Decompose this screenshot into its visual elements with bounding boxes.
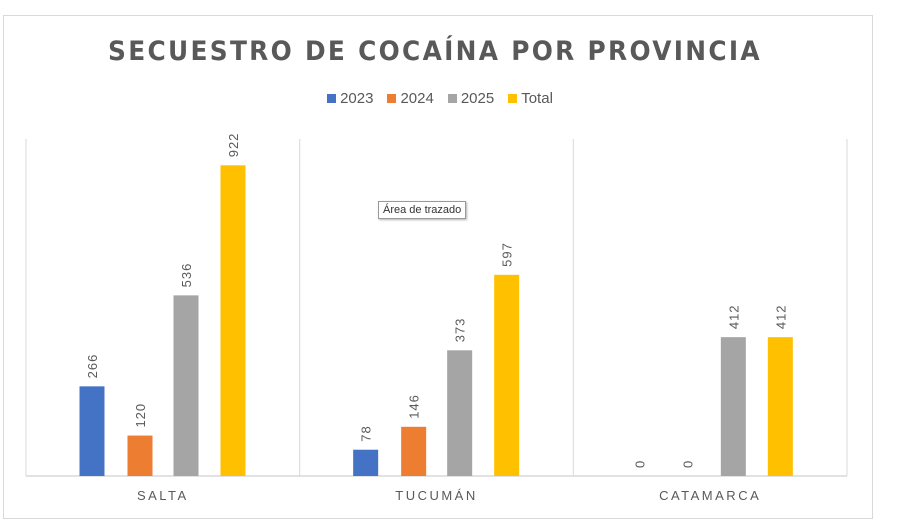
bar-2024-tucumán [401,426,427,476]
tooltip: Área de trazado [378,201,467,219]
legend: 2023 2024 2025 Total [0,90,880,107]
legend-swatch [447,94,457,103]
bar-total-salta [220,165,246,476]
data-label: 78 [359,425,374,441]
data-label: 922 [226,133,241,158]
category-label: CATAMARCA [659,488,761,503]
legend-swatch [387,94,397,103]
data-label: 412 [726,304,741,329]
bar-2025-salta [173,295,199,476]
bar-2024-salta [127,435,153,476]
category-label: TUCUMÁN [395,488,478,503]
legend-label: 2025 [460,90,495,107]
data-label: 373 [453,318,468,343]
legend-label: Total [521,90,553,107]
legend-swatch [508,94,518,103]
legend-label: 2023 [340,90,374,107]
data-label: 0 [680,460,695,468]
bar-2025-tucumán [447,350,473,476]
bar-2023-tucumán [353,449,379,476]
legend-swatch [327,94,337,103]
legend-item: 2024 [387,90,434,107]
chart-title: SECUESTRO DE COCAÍNA POR PROVINCIA [108,36,762,67]
data-label: 146 [407,394,422,419]
data-label: 266 [85,354,100,379]
data-label: 120 [133,403,148,428]
bar-2023-salta [79,386,105,476]
data-label: 412 [773,304,788,329]
bar-2025-catamarca [720,337,746,476]
bar-total-tucumán [494,274,520,476]
legend-label: 2024 [400,90,434,107]
legend-item: Total [508,90,553,107]
data-label: 0 [632,460,647,468]
data-label: 597 [500,242,515,267]
legend-item: 2023 [327,90,373,107]
legend-item: 2025 [447,90,495,107]
data-label: 536 [179,263,194,288]
category-label: SALTA [137,488,189,503]
bar-total-catamarca [767,337,793,476]
